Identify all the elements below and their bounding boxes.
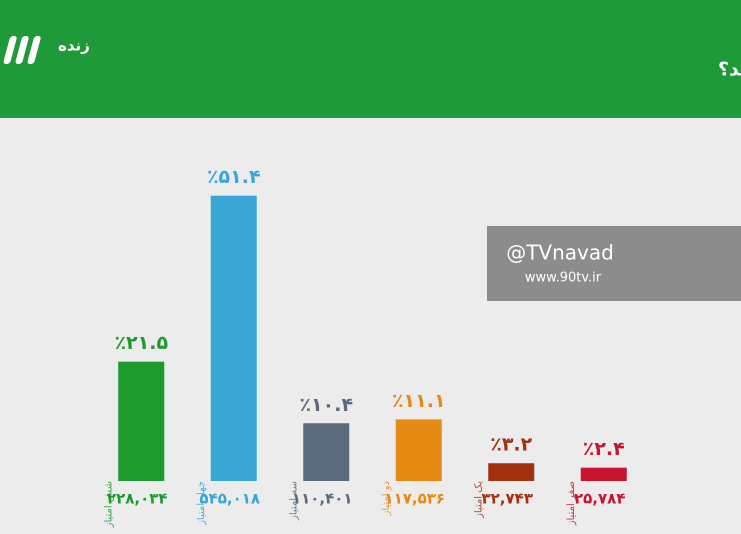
value-label: ٪۳.۲ <box>490 434 532 456</box>
category-label: سه امتیاز <box>288 481 299 521</box>
count-label: ۵۴۵,۰۱۸ <box>199 490 260 508</box>
bar <box>118 361 165 481</box>
count-label: ۱۱۰,۴۰۱ <box>292 490 353 508</box>
category-label: شش امتیاز <box>103 481 114 528</box>
value-label: ٪۱۰.۴ <box>299 394 353 416</box>
header-band <box>0 0 741 118</box>
value-label: ٪۱۱.۱ <box>392 390 446 412</box>
count-label: ۱۱۷,۵۳۶ <box>384 490 445 508</box>
chart-title: ایران از ۲ بازی مقابل ازبکستان و کره جنو… <box>718 59 741 81</box>
bar <box>580 467 627 481</box>
count-label: ۲۵,۷۸۴ <box>574 490 625 508</box>
logo-mark <box>3 36 41 64</box>
category-label: صفر امتیاز <box>566 481 577 526</box>
watermark-url: www.90tv.ir <box>525 271 602 286</box>
logo-text: زنده <box>58 37 90 55</box>
value-label: ٪۲۱.۵ <box>114 332 168 354</box>
category-label: چهار امتیاز <box>196 481 207 526</box>
value-label: ٪۵۱.۴ <box>207 166 261 188</box>
category-label: یک امتیاز <box>473 481 484 519</box>
watermark-box <box>487 226 741 301</box>
bar <box>210 195 257 482</box>
bar <box>488 463 535 481</box>
bar <box>395 419 442 481</box>
watermark-handle: @TVnavad <box>506 241 614 265</box>
bar <box>303 423 350 481</box>
count-label: ۲۲۸,۰۳۴ <box>107 490 168 508</box>
category-label: دو امتیاز <box>381 481 392 517</box>
value-label: ٪۲.۴ <box>583 438 625 460</box>
count-label: ۳۲,۷۴۳ <box>482 490 533 508</box>
